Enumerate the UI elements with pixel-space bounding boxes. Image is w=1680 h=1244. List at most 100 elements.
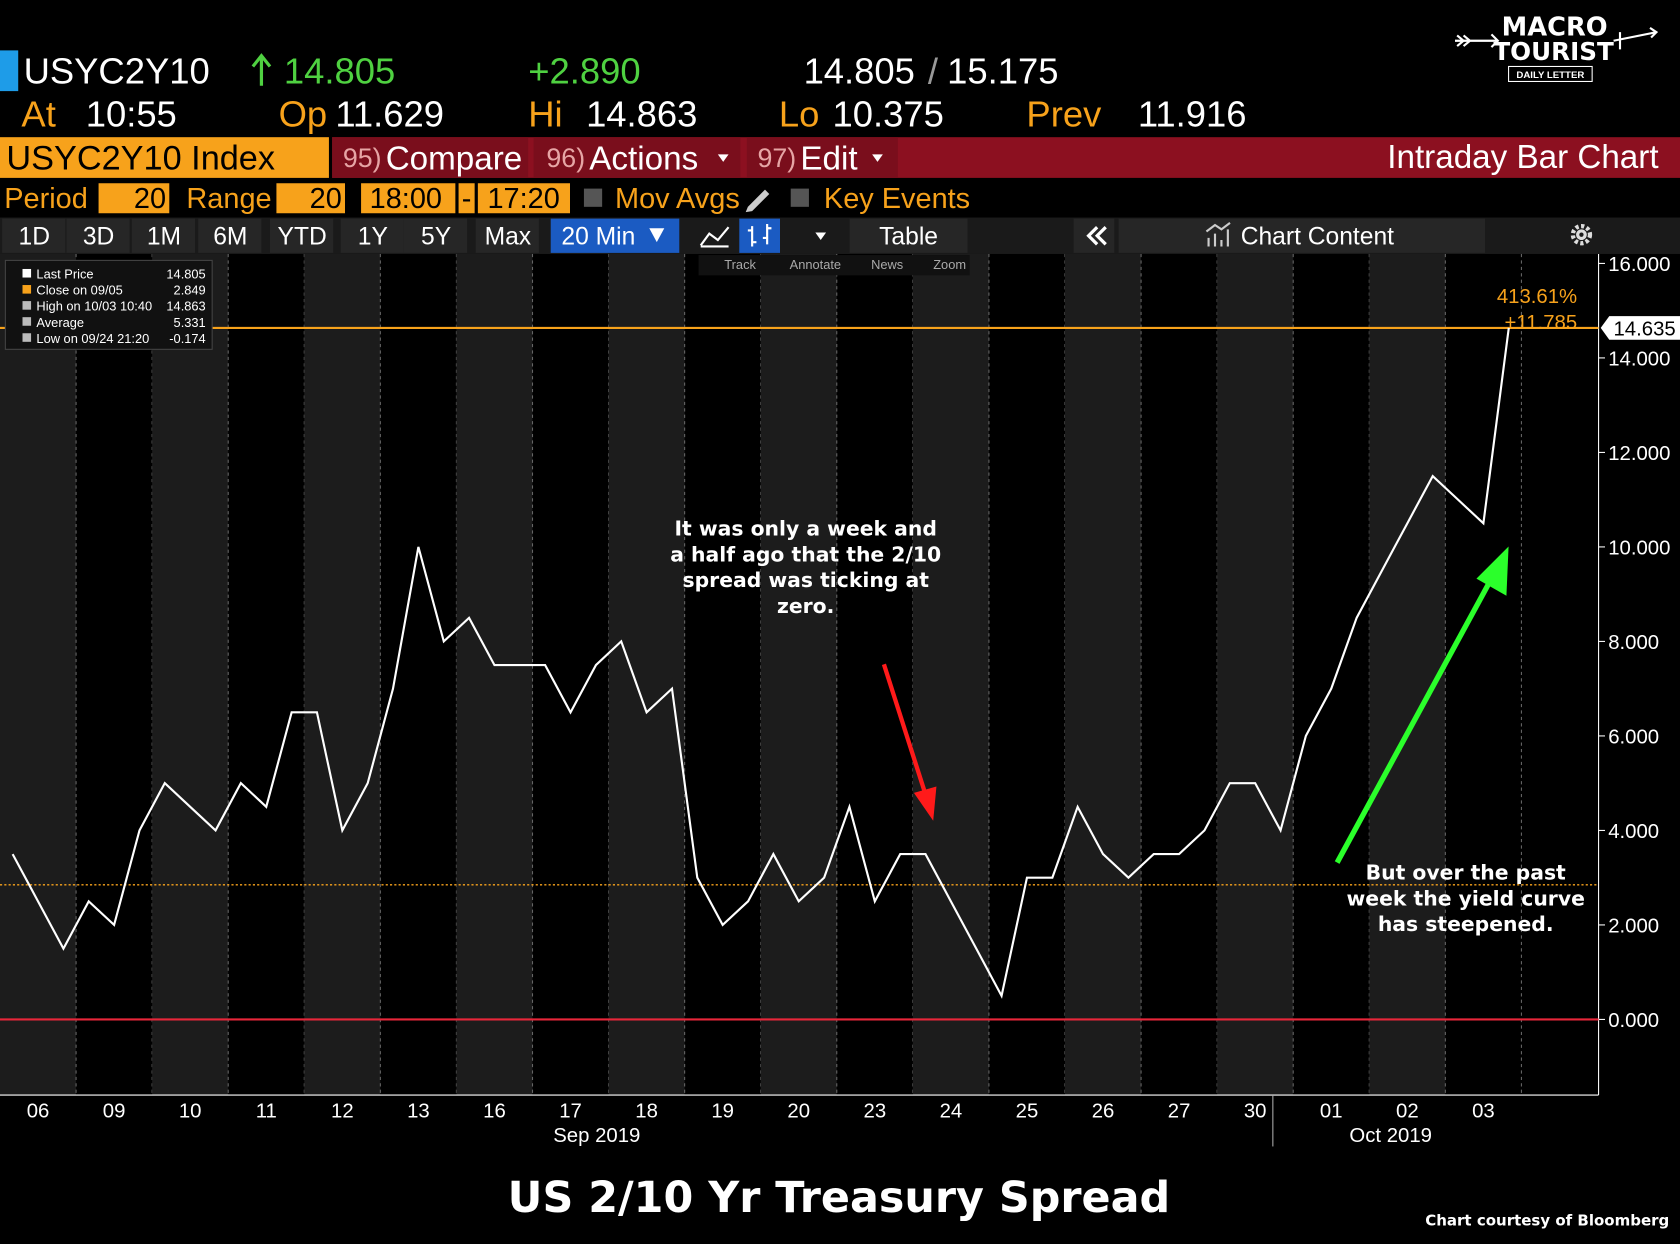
chart-content-label[interactable]: Chart Content bbox=[1241, 223, 1394, 250]
legend-swatch bbox=[22, 317, 32, 326]
line-chart-icon[interactable] bbox=[699, 226, 730, 248]
input-value[interactable]: 20 bbox=[310, 183, 342, 215]
x-tick-label: 30 bbox=[1244, 1101, 1267, 1123]
legend-box bbox=[4, 259, 213, 350]
annotation: has steepened. bbox=[1378, 912, 1554, 936]
gear[interactable] bbox=[1579, 232, 1584, 237]
menu-button[interactable] bbox=[746, 137, 898, 178]
settings-icon[interactable] bbox=[1570, 223, 1593, 246]
dropdown-icon bbox=[872, 154, 883, 162]
tool[interactable]: News bbox=[871, 257, 903, 272]
range-button[interactable] bbox=[340, 218, 404, 253]
x-tick-label: 19 bbox=[711, 1101, 734, 1123]
chart-content-icon[interactable] bbox=[1205, 222, 1231, 247]
security-box[interactable] bbox=[0, 137, 329, 178]
checkbox-label[interactable]: Mov Avgs bbox=[615, 183, 740, 215]
bar-chart-icon[interactable] bbox=[747, 223, 772, 247]
range-label[interactable]: 1Y bbox=[358, 223, 388, 250]
field-label: At bbox=[21, 93, 55, 134]
range-button[interactable] bbox=[270, 218, 334, 253]
x-tick-label: 17 bbox=[559, 1101, 582, 1123]
x-tick-label: 18 bbox=[635, 1101, 658, 1123]
range-label[interactable]: 3D bbox=[83, 223, 114, 250]
menu-number[interactable]: 95) bbox=[343, 143, 382, 173]
input-value[interactable]: 17:20 bbox=[487, 183, 559, 215]
annotation: week the yield curve bbox=[1347, 886, 1585, 910]
interval[interactable]: 20 Min bbox=[561, 223, 635, 250]
field-label: Hi bbox=[528, 93, 562, 134]
arrow-shaft bbox=[1334, 577, 1494, 864]
logo-text: MACRO bbox=[1502, 12, 1608, 42]
range-label[interactable]: YTD bbox=[278, 223, 327, 250]
ticker-marker bbox=[0, 50, 19, 92]
separator-box bbox=[458, 183, 475, 214]
dropdown-icon[interactable] bbox=[815, 232, 827, 241]
checkbox[interactable] bbox=[790, 188, 809, 207]
table-button[interactable] bbox=[849, 218, 968, 253]
y-tick-label: 8.000 bbox=[1608, 632, 1659, 654]
logo: MACRO TOURIST DAILY LETTER bbox=[1455, 12, 1659, 82]
range-label[interactable]: 5Y bbox=[421, 223, 451, 250]
day-band bbox=[0, 253, 77, 1096]
range-label[interactable]: 1M bbox=[147, 223, 181, 250]
separator: / bbox=[928, 51, 939, 92]
checkbox-label[interactable]: Key Events bbox=[824, 183, 970, 215]
menu-label[interactable]: Edit bbox=[800, 140, 857, 177]
range-button[interactable] bbox=[403, 218, 468, 253]
menu-number[interactable]: 97) bbox=[758, 143, 797, 173]
logo-arrow bbox=[1455, 33, 1500, 48]
input-box[interactable] bbox=[477, 183, 570, 214]
checkbox[interactable] bbox=[583, 188, 603, 207]
legend-swatch bbox=[22, 301, 32, 310]
tool[interactable]: Track bbox=[724, 257, 756, 272]
bar-chart-button[interactable] bbox=[739, 218, 780, 253]
collapse-icon[interactable] bbox=[1086, 226, 1107, 246]
menu-label[interactable]: Actions bbox=[589, 140, 698, 177]
menu-button[interactable] bbox=[332, 137, 529, 178]
collapse-button[interactable] bbox=[1073, 218, 1115, 253]
legend-value: 14.863 bbox=[166, 299, 205, 314]
field-label: Lo bbox=[779, 93, 819, 134]
range-button[interactable] bbox=[66, 218, 130, 253]
change: +2.890 bbox=[528, 51, 640, 92]
table-label[interactable]: Table bbox=[879, 223, 938, 250]
price-line bbox=[11, 327, 1510, 999]
chart-content-button[interactable] bbox=[1118, 218, 1485, 253]
range-label[interactable]: Max bbox=[485, 223, 532, 250]
security[interactable]: USYC2Y10 Index bbox=[6, 139, 275, 177]
range-button[interactable] bbox=[2, 218, 66, 253]
ask: 15.175 bbox=[947, 51, 1058, 92]
input-box[interactable] bbox=[98, 183, 170, 214]
input-value[interactable]: 18:00 bbox=[370, 183, 442, 215]
x-tick-label: 25 bbox=[1016, 1101, 1039, 1123]
range-button[interactable] bbox=[475, 218, 539, 253]
last-price: 14.805 bbox=[284, 51, 395, 92]
x-tick-label: 06 bbox=[27, 1101, 50, 1123]
logo-box bbox=[1508, 65, 1593, 82]
menu-label[interactable]: Compare bbox=[386, 140, 523, 177]
range-label[interactable]: 1D bbox=[19, 223, 50, 250]
gear[interactable] bbox=[1570, 223, 1593, 246]
range-button[interactable] bbox=[198, 218, 262, 253]
field-value: 11.916 bbox=[1138, 93, 1247, 134]
input-box[interactable] bbox=[276, 183, 345, 214]
tool[interactable]: Zoom bbox=[933, 257, 966, 272]
menu-number[interactable]: 96) bbox=[546, 143, 585, 173]
legend-name: Average bbox=[36, 315, 84, 330]
range-label[interactable]: 6M bbox=[213, 223, 247, 250]
x-tick-label: 01 bbox=[1320, 1101, 1343, 1123]
setting-label: Range bbox=[186, 183, 271, 215]
last-value-tag bbox=[1600, 316, 1680, 340]
pencil-icon[interactable] bbox=[745, 189, 770, 213]
tools-bar bbox=[698, 255, 970, 276]
field-value: 11.629 bbox=[335, 93, 444, 134]
input-box[interactable] bbox=[361, 183, 456, 214]
legend-value: -0.174 bbox=[169, 331, 205, 346]
menu-button[interactable] bbox=[533, 137, 741, 178]
range-button[interactable] bbox=[131, 218, 195, 253]
input-value[interactable]: 20 bbox=[134, 183, 166, 215]
month-label: Oct 2019 bbox=[1349, 1125, 1432, 1147]
tool[interactable]: Annotate bbox=[790, 257, 841, 272]
y-tick-label: 4.000 bbox=[1608, 821, 1659, 843]
